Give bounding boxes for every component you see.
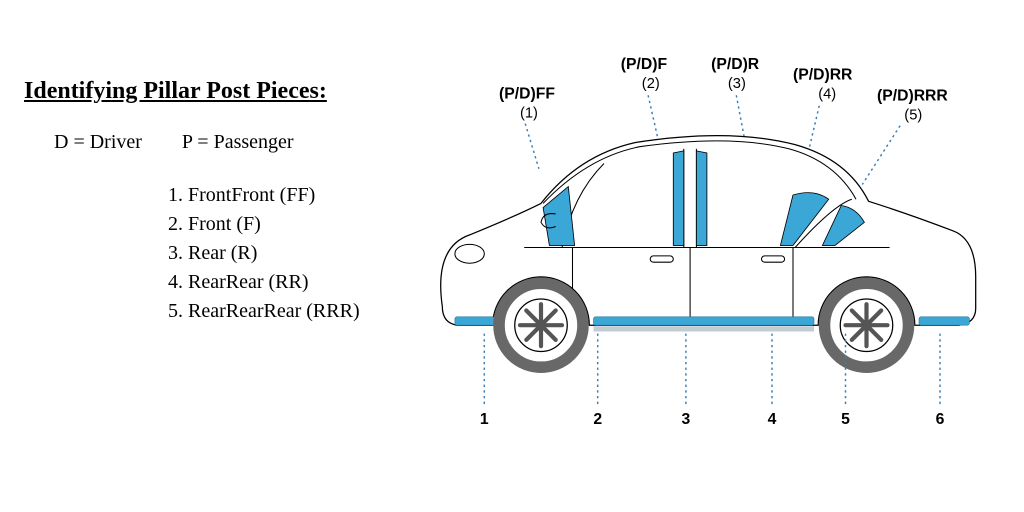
svg-text:(4): (4) — [818, 86, 836, 102]
svg-text:(P/D)RR: (P/D)RR — [793, 67, 853, 84]
rear-wheel — [825, 283, 909, 367]
piece-f — [673, 151, 684, 246]
svg-text:(P/D)F: (P/D)F — [621, 56, 668, 73]
svg-text:(P/D)FF: (P/D)FF — [499, 85, 555, 102]
svg-text:(2): (2) — [642, 76, 660, 92]
legend: D = Driver P = Passenger — [24, 131, 424, 154]
list-item: RearRear (RR) — [188, 269, 424, 296]
svg-text:2: 2 — [593, 411, 602, 428]
page-title: Identifying Pillar Post Pieces: — [24, 78, 424, 105]
svg-text:6: 6 — [936, 411, 945, 428]
list-item: FrontFront (FF) — [188, 182, 424, 209]
piece-r — [696, 151, 707, 246]
legend-passenger: P = Passenger — [182, 131, 294, 153]
svg-text:(P/D)R: (P/D)R — [711, 56, 760, 73]
svg-text:(P/D)RRR: (P/D)RRR — [877, 88, 948, 105]
svg-text:(5): (5) — [904, 107, 922, 123]
svg-text:3: 3 — [682, 411, 691, 428]
callout-f: (P/D)F (2) — [621, 56, 668, 151]
front-wheel — [499, 283, 583, 367]
svg-text:5: 5 — [841, 411, 850, 428]
svg-text:4: 4 — [768, 411, 777, 428]
svg-text:(1): (1) — [520, 105, 538, 121]
list-item: Rear (R) — [188, 240, 424, 267]
car-body: 1 2 3 4 5 6 — [441, 136, 976, 428]
svg-text:1: 1 — [480, 411, 489, 428]
list-item: Front (F) — [188, 211, 424, 238]
car-diagram: (P/D)FF (1) (P/D)F (2) (P/D)R (3) (P/D)R… — [414, 48, 1004, 468]
code-list: FrontFront (FF) Front (F) Rear (R) RearR… — [164, 182, 424, 325]
callout-ff: (P/D)FF (1) — [499, 85, 555, 168]
legend-driver: D = Driver — [54, 131, 142, 153]
callout-rrr: (P/D)RRR (5) — [862, 88, 948, 185]
list-item: RearRearRear (RRR) — [188, 298, 424, 325]
svg-text:(3): (3) — [728, 76, 746, 92]
